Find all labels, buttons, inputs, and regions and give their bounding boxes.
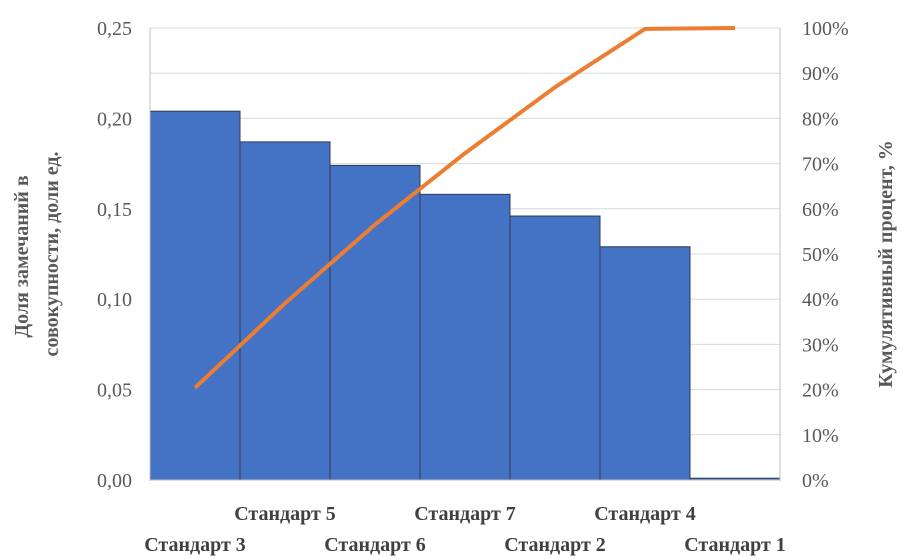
left-tick-label: 0,15 [97, 199, 132, 221]
left-tick-label: 0,00 [97, 470, 132, 492]
right-tick-label: 40% [802, 289, 839, 311]
bar-6 [599, 246, 691, 481]
left-axis-title-line-1: Доля замечаний в [11, 175, 33, 337]
left-axis-title: Доля замечаний в совокупности, доли ед. [11, 152, 63, 357]
left-tick-label: 0,10 [97, 289, 132, 311]
category-label: Стандарт 3 [144, 534, 246, 556]
right-tick-label: 0% [802, 470, 829, 492]
left-axis-title-line-2: совокупности, доли ед. [41, 152, 63, 357]
cumulative-line [193, 26, 736, 390]
axes [149, 28, 781, 481]
bar-3 [329, 164, 421, 481]
bar-5 [509, 215, 601, 481]
right-tick-label: 10% [802, 425, 839, 447]
category-label: Стандарт 7 [414, 503, 516, 525]
category-label: Стандарт 2 [504, 534, 606, 556]
bar-4 [419, 193, 511, 481]
left-tick-label: 0,05 [97, 380, 132, 402]
category-label: Стандарт 6 [324, 534, 426, 556]
right-tick-label: 60% [802, 199, 839, 221]
category-labels: Стандарт 3 Стандарт 5 Стандарт 6 Стандарт 7… [144, 503, 786, 556]
right-tick-label: 80% [802, 108, 839, 130]
right-axis-title: Кумулятивный процент, % [875, 140, 897, 388]
bars [149, 110, 781, 481]
category-label: Стандарт 5 [234, 503, 336, 525]
left-tick-label: 0,20 [97, 108, 132, 130]
left-axis-ticks: 0,00 0,05 0,10 0,15 0,20 0,25 [97, 18, 132, 492]
bar-1 [149, 110, 241, 481]
right-tick-label: 30% [802, 334, 839, 356]
right-tick-label: 70% [802, 154, 839, 176]
category-label: Стандарт 4 [594, 503, 696, 525]
right-tick-label: 20% [802, 380, 839, 402]
category-label: Стандарт 1 [684, 534, 786, 556]
left-tick-label: 0,25 [97, 18, 132, 40]
bar-2 [239, 141, 331, 481]
right-tick-label: 90% [802, 63, 839, 85]
right-tick-label: 50% [802, 244, 839, 266]
right-tick-label: 100% [802, 18, 849, 40]
right-axis-ticks: 0% 10% 20% 30% 40% 50% 60% 70% 80% 90% 100% [802, 18, 849, 492]
